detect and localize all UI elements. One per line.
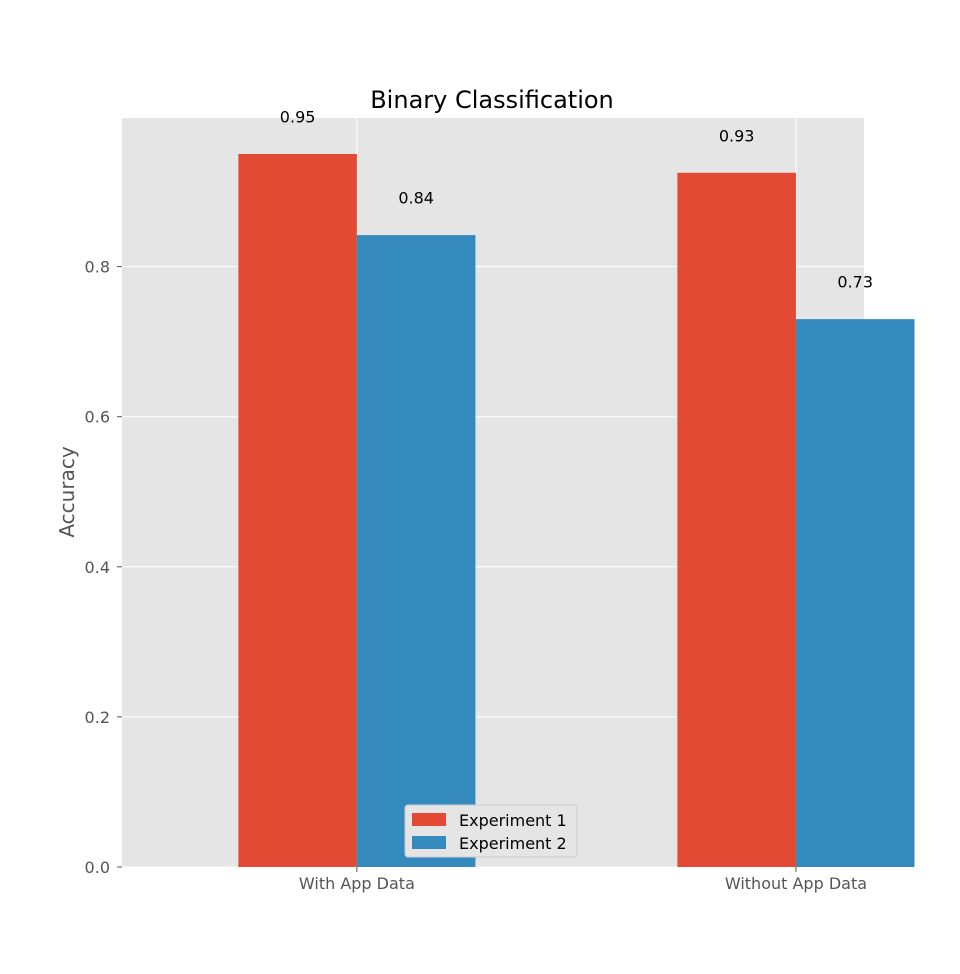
bars bbox=[238, 154, 915, 868]
legend-swatch bbox=[412, 813, 446, 826]
x-tick-label: Without App Data bbox=[725, 874, 867, 893]
y-tick-label: 0.8 bbox=[85, 258, 110, 277]
y-tick-label: 0.0 bbox=[85, 858, 110, 877]
bar-value-label: 0.95 bbox=[280, 107, 316, 126]
data-labels: 0.95 0.93 0.84 0.73 bbox=[280, 107, 873, 291]
legend: Experiment 1 Experiment 2 bbox=[404, 804, 578, 858]
legend-box bbox=[404, 804, 578, 858]
legend-label: Experiment 2 bbox=[459, 834, 567, 853]
bar-experiment-1 bbox=[238, 154, 357, 867]
legend-label: Experiment 1 bbox=[459, 811, 567, 830]
bar-experiment-1 bbox=[677, 172, 796, 868]
bar-value-label: 0.93 bbox=[719, 126, 755, 145]
chart-title: Binary Classification bbox=[370, 86, 614, 114]
y-tick-label: 0.4 bbox=[85, 558, 110, 577]
bar-value-label: 0.73 bbox=[837, 273, 873, 292]
bar-experiment-2 bbox=[356, 235, 476, 868]
x-tick-label: With App Data bbox=[299, 874, 415, 893]
bar-value-label: 0.84 bbox=[398, 189, 434, 208]
y-axis-title: Accuracy bbox=[55, 446, 79, 537]
legend-swatch bbox=[412, 836, 446, 849]
bar-experiment-2 bbox=[795, 319, 915, 867]
y-tick-label: 0.2 bbox=[85, 708, 110, 727]
y-tick-label: 0.6 bbox=[85, 408, 110, 427]
axis-ticks: 0.0 0.2 0.4 0.6 0.8 With App Data Without App … bbox=[85, 258, 867, 893]
